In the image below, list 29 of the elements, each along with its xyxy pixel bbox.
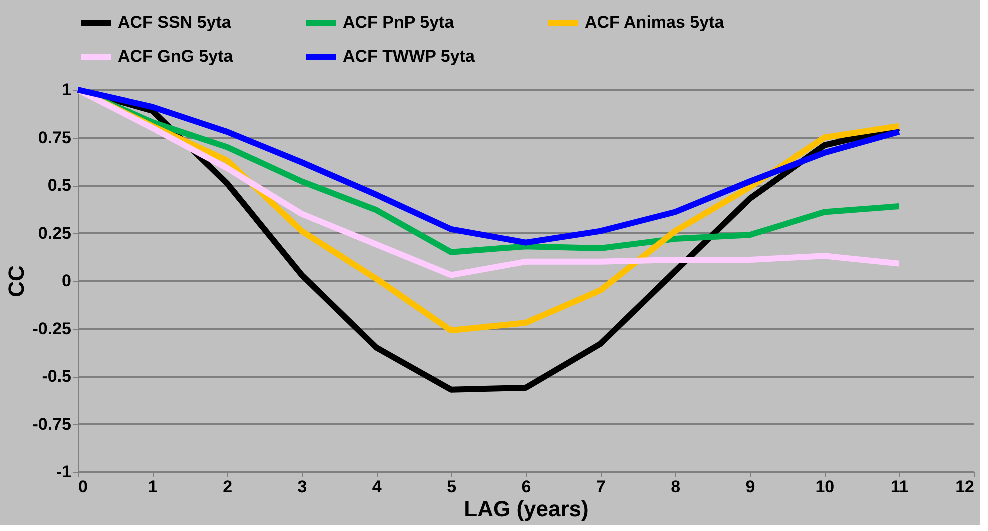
x-tick-label: 3 [298, 478, 308, 496]
legend-label: ACF PnP 5yta [343, 13, 455, 32]
y-tick-label: 0.25 [38, 224, 72, 243]
x-tick-label: 4 [372, 478, 382, 496]
x-tick-label: 8 [671, 478, 681, 496]
y-tick-label: -0.25 [32, 319, 72, 338]
y-tick-label: 0.75 [38, 128, 72, 148]
x-tick-label: 1 [148, 478, 158, 496]
y-tick-label: -0.75 [32, 414, 72, 434]
x-tick-label: 2 [223, 478, 233, 496]
x-tick-label: 5 [447, 478, 457, 496]
x-tick-label: 6 [522, 478, 532, 496]
y-tick-label: 1 [62, 80, 72, 100]
x-tick-label: 9 [746, 478, 756, 496]
legend-label: ACF Animas 5yta [585, 13, 725, 32]
x-tick-label: 0 [78, 478, 88, 496]
y-axis-title: CC [4, 266, 29, 298]
legend-label: ACF TWWP 5yta [343, 47, 476, 66]
y-tick-label: 0.5 [48, 176, 72, 195]
x-tick-label: 11 [890, 478, 909, 496]
x-tick-label: 7 [596, 478, 606, 496]
legend-label: ACF GnG 5yta [118, 47, 234, 66]
legend-label: ACF SSN 5yta [118, 13, 232, 32]
y-tick-label: -1 [56, 462, 72, 482]
y-tick-label: 0 [62, 272, 72, 290]
y-tick-label: -0.5 [42, 367, 72, 386]
x-axis-title: LAG (years) [464, 496, 589, 522]
x-tick-label: 12 [956, 478, 974, 496]
x-tick-label: 10 [816, 478, 835, 496]
